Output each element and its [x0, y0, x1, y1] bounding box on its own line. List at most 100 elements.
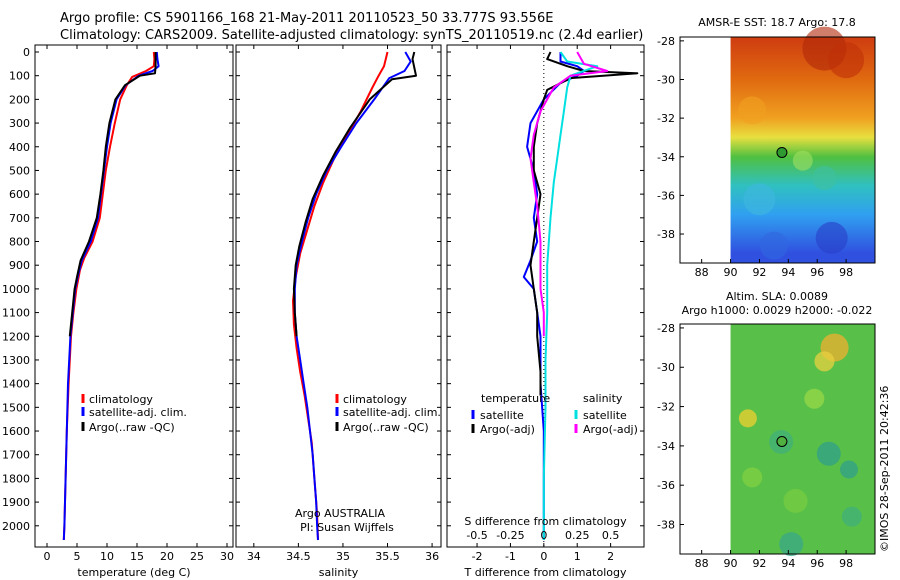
sst-patch — [812, 166, 837, 191]
y-tick-label: 500 — [9, 164, 30, 177]
y-tick-label: 800 — [9, 236, 30, 249]
map-y-tick-label: -34 — [657, 440, 675, 453]
sla-patch — [742, 467, 763, 488]
x2-axis-label: S difference from climatology — [464, 515, 627, 528]
map-x-tick-label: 98 — [839, 557, 853, 570]
plot-frame-difference — [446, 44, 645, 548]
x-axis-label-temperature: temperature (deg C) — [77, 566, 190, 579]
y-tick-label: 1400 — [2, 378, 30, 391]
sla-patch — [738, 409, 757, 428]
sla-patch — [783, 488, 808, 513]
footer-credit: ©IMOS 28-Sep-2011 20:42:36 — [878, 385, 891, 552]
sla-patch — [814, 351, 835, 372]
map-x-tick-label: 90 — [724, 557, 738, 570]
y-tick-label: 1000 — [2, 283, 30, 296]
map-x-tick-label: 96 — [810, 557, 824, 570]
x-tick-label-difference: -2 — [472, 550, 483, 563]
y-tick-label: 700 — [9, 212, 30, 225]
map-frame-sst_map — [679, 36, 876, 264]
y-tick-label: 600 — [9, 188, 30, 201]
sst-patch — [759, 231, 788, 260]
legend-label-temperature: climatology — [89, 393, 153, 406]
map-frame-sla_map — [679, 323, 876, 555]
map-sst_map — [730, 26, 875, 263]
series-line-salinity-2 — [292, 51, 417, 337]
y-tick-label: 1500 — [2, 401, 30, 414]
series-line-difference-1 — [529, 51, 639, 396]
map-x-tick-label: 90 — [724, 266, 738, 279]
sla-patch — [841, 506, 862, 527]
sla-patch — [779, 532, 804, 557]
map-title-sla-1: Altim. SLA: 0.0089 — [726, 290, 828, 303]
legend-label-temperature: satellite-adj. clim. — [89, 406, 187, 419]
y-tick-label: 0 — [23, 46, 30, 59]
annotation-line-1: Argo AUSTRALIA — [295, 507, 385, 520]
map-title-sla-2: Argo h1000: 0.0029 h2000: -0.022 — [682, 304, 873, 317]
x-tick-label-salinity: 35.5 — [375, 550, 400, 563]
sst-patch — [828, 42, 865, 79]
legend-label-difference: satellite — [583, 409, 627, 422]
map-y-tick-label: -28 — [657, 35, 675, 48]
sst-patch — [743, 183, 776, 216]
x-tick-label-temperature: 20 — [160, 550, 174, 563]
x2-tick-label: 0 — [540, 529, 547, 542]
title-line-2: Climatology: CARS2009. Satellite-adjuste… — [60, 28, 644, 43]
map-y-tick-label: -38 — [657, 228, 675, 241]
map-y-tick-label: -30 — [657, 361, 675, 374]
y-tick-label: 200 — [9, 93, 30, 106]
y-tick-label: 300 — [9, 117, 30, 130]
map-y-tick-label: -36 — [657, 479, 675, 492]
map-y-tick-label: -34 — [657, 151, 675, 164]
x-tick-label-temperature: 5 — [74, 550, 81, 563]
legend-group-title: salinity — [583, 392, 623, 405]
x-tick-label-difference: -1 — [505, 550, 516, 563]
x-tick-label-temperature: 0 — [44, 550, 51, 563]
sst-patch — [792, 150, 813, 171]
argo-position-marker — [776, 146, 788, 158]
x-tick-label-salinity: 34.5 — [286, 550, 311, 563]
map-y-tick-label: -28 — [657, 322, 675, 335]
legend-label-salinity: satellite-adj. clim. — [343, 406, 441, 419]
legend-label-salinity: Argo(..raw -QC) — [343, 421, 429, 434]
annotation-line-2: PI: Susan Wijffels — [300, 521, 394, 534]
y-tick-label: 1100 — [2, 307, 30, 320]
map-x-tick-label: 94 — [781, 266, 795, 279]
x-tick-label-salinity: 34 — [247, 550, 261, 563]
legend-group-title: temperature — [481, 392, 550, 405]
y-tick-label: 1700 — [2, 449, 30, 462]
series-line-difference-0 — [522, 52, 585, 540]
map-x-tick-label: 96 — [810, 266, 824, 279]
sla-patch — [804, 388, 825, 409]
map-y-tick-label: -36 — [657, 189, 675, 202]
map-y-tick-label: -32 — [657, 401, 675, 414]
argo-position-marker — [776, 435, 788, 447]
series-line-difference-3 — [529, 51, 609, 337]
map-x-tick-label: 92 — [752, 266, 766, 279]
map-y-tick-label: -38 — [657, 519, 675, 532]
legend-label-difference: Argo(-adj) — [480, 423, 535, 436]
x-tick-label-temperature: 10 — [100, 550, 114, 563]
y-tick-label: 2000 — [2, 520, 30, 533]
x-tick-label-temperature: 25 — [190, 550, 204, 563]
legend-label-difference: Argo(-adj) — [583, 423, 638, 436]
x-axis-label-difference: T difference from climatology — [464, 566, 627, 579]
legend-label-difference: satellite — [480, 409, 524, 422]
y-tick-label: 1200 — [2, 330, 30, 343]
map-sla_map — [730, 324, 875, 557]
x-tick-label-difference: 0 — [540, 550, 547, 563]
map-y-tick-label: -30 — [657, 73, 675, 86]
y-tick-label: 100 — [9, 70, 30, 83]
map-x-tick-label: 88 — [695, 557, 709, 570]
map-x-tick-label: 88 — [695, 266, 709, 279]
map-x-tick-label: 92 — [752, 557, 766, 570]
y-tick-label: 1600 — [2, 425, 30, 438]
y-tick-label: 1300 — [2, 354, 30, 367]
x2-tick-label: -0.25 — [496, 529, 524, 542]
sla-patch — [816, 441, 841, 466]
legend-label-salinity: climatology — [343, 393, 407, 406]
x-axis-label-salinity: salinity — [319, 566, 359, 579]
x2-tick-label: 0.5 — [602, 529, 620, 542]
x-tick-label-difference: 2 — [607, 550, 614, 563]
x-tick-label-salinity: 35 — [336, 550, 350, 563]
